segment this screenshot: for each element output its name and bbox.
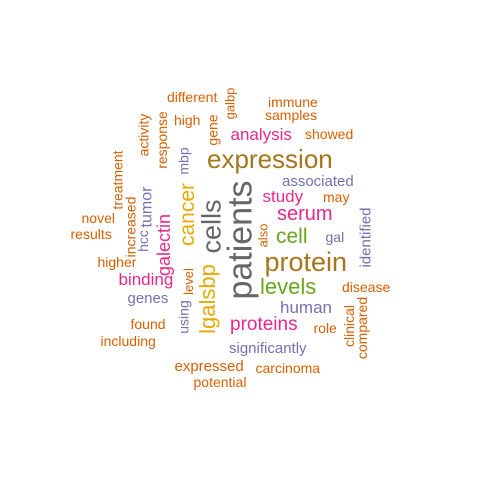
word-genes: genes [127, 289, 169, 307]
word-gal: gal [325, 229, 345, 245]
word-identified: identified [357, 206, 375, 268]
word-carcinoma: carcinoma [255, 360, 321, 376]
word-serum: serum [277, 203, 333, 225]
word-levels: levels [260, 274, 317, 299]
word-proteins: proteins [230, 313, 298, 335]
word-tumor: tumor [137, 186, 155, 228]
word-also: also [255, 223, 271, 247]
word-patients: patients [221, 180, 260, 300]
word-galectin: galectin [154, 213, 175, 277]
word-showed: showed [305, 126, 354, 142]
word-using: using [175, 300, 192, 334]
word-compared: compared [354, 296, 371, 360]
word-found: found [130, 316, 166, 332]
word-protein: protein [264, 246, 348, 277]
word-cancer: cancer [175, 182, 199, 246]
word-level: level [180, 267, 196, 295]
word-samples: samples [265, 107, 318, 123]
word-high: high [174, 112, 201, 128]
word-galbp: galbp [222, 87, 238, 119]
word-expressed: expressed [174, 357, 244, 375]
word-lgalsbp: lgalsbp [194, 264, 220, 334]
word-cells: cells [196, 198, 227, 254]
word-gene: gene [204, 114, 221, 146]
word-cell: cell [276, 224, 308, 248]
word-higher: higher [97, 254, 137, 270]
word-mbp: mbp [175, 147, 192, 175]
word-associated: associated [282, 172, 354, 190]
word-including: including [100, 333, 156, 349]
word-disease: disease [342, 279, 391, 295]
word-results: results [70, 226, 112, 242]
word-activity: activity [134, 113, 151, 157]
word-different: different [167, 89, 218, 105]
word-expression: expression [207, 144, 333, 174]
word-study: study [262, 186, 304, 206]
word-novel: novel [81, 210, 115, 226]
word-human: human [280, 297, 332, 317]
word-treatment: treatment [109, 150, 126, 210]
word-analysis: analysis [230, 124, 292, 144]
word-potential: potential [193, 374, 247, 390]
word-response: response [153, 111, 170, 169]
word-significantly: significantly [229, 339, 307, 357]
word-immune: immune [268, 94, 318, 110]
word-role: role [313, 320, 337, 336]
word-may: may [323, 189, 350, 205]
word-binding: binding [118, 269, 174, 289]
